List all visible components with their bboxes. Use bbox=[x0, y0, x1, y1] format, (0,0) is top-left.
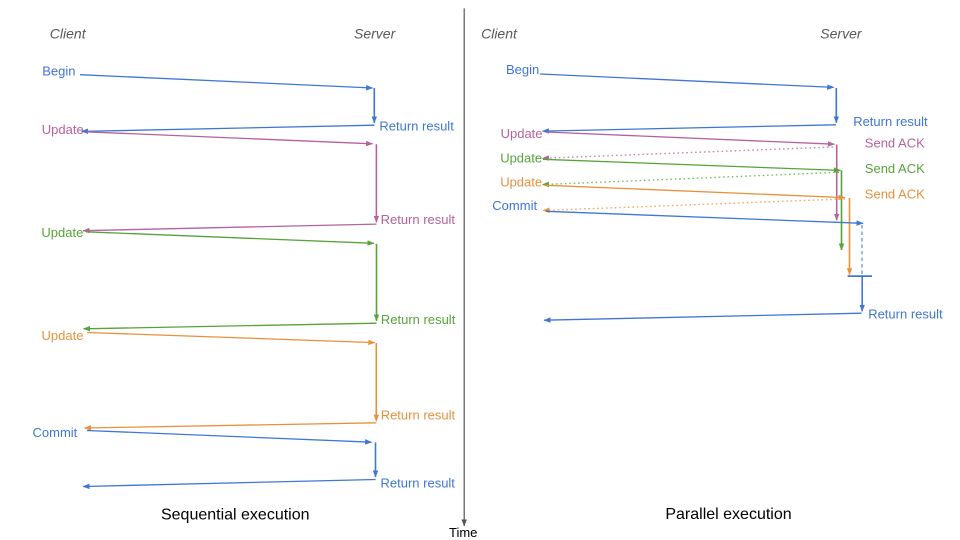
svg-text:Server: Server bbox=[820, 26, 863, 42]
svg-text:Send ACK: Send ACK bbox=[865, 186, 925, 201]
svg-text:Time: Time bbox=[449, 525, 477, 540]
svg-text:Commit: Commit bbox=[492, 198, 537, 213]
svg-text:Begin: Begin bbox=[42, 64, 75, 79]
svg-text:Update: Update bbox=[42, 122, 84, 137]
svg-text:Client: Client bbox=[50, 26, 87, 42]
svg-text:Update: Update bbox=[500, 174, 542, 189]
svg-text:Update: Update bbox=[41, 225, 83, 240]
svg-text:Return result: Return result bbox=[381, 212, 456, 227]
svg-text:Send ACK: Send ACK bbox=[865, 135, 925, 150]
svg-text:Return result: Return result bbox=[379, 119, 454, 134]
svg-text:Update: Update bbox=[501, 126, 543, 141]
svg-text:Begin: Begin bbox=[506, 62, 539, 77]
svg-text:Parallel execution: Parallel execution bbox=[665, 506, 791, 523]
svg-text:Client: Client bbox=[481, 26, 518, 42]
svg-text:Server: Server bbox=[354, 26, 397, 42]
svg-text:Return result: Return result bbox=[381, 476, 456, 491]
svg-text:Update: Update bbox=[500, 150, 542, 165]
svg-text:Send ACK: Send ACK bbox=[865, 161, 925, 176]
svg-text:Sequential execution: Sequential execution bbox=[161, 507, 310, 524]
svg-text:Return result: Return result bbox=[381, 312, 456, 327]
svg-text:Return result: Return result bbox=[853, 114, 928, 129]
svg-text:Return result: Return result bbox=[381, 407, 456, 422]
svg-text:Return result: Return result bbox=[868, 307, 943, 322]
svg-text:Commit: Commit bbox=[33, 425, 78, 440]
svg-text:Update: Update bbox=[42, 328, 84, 343]
